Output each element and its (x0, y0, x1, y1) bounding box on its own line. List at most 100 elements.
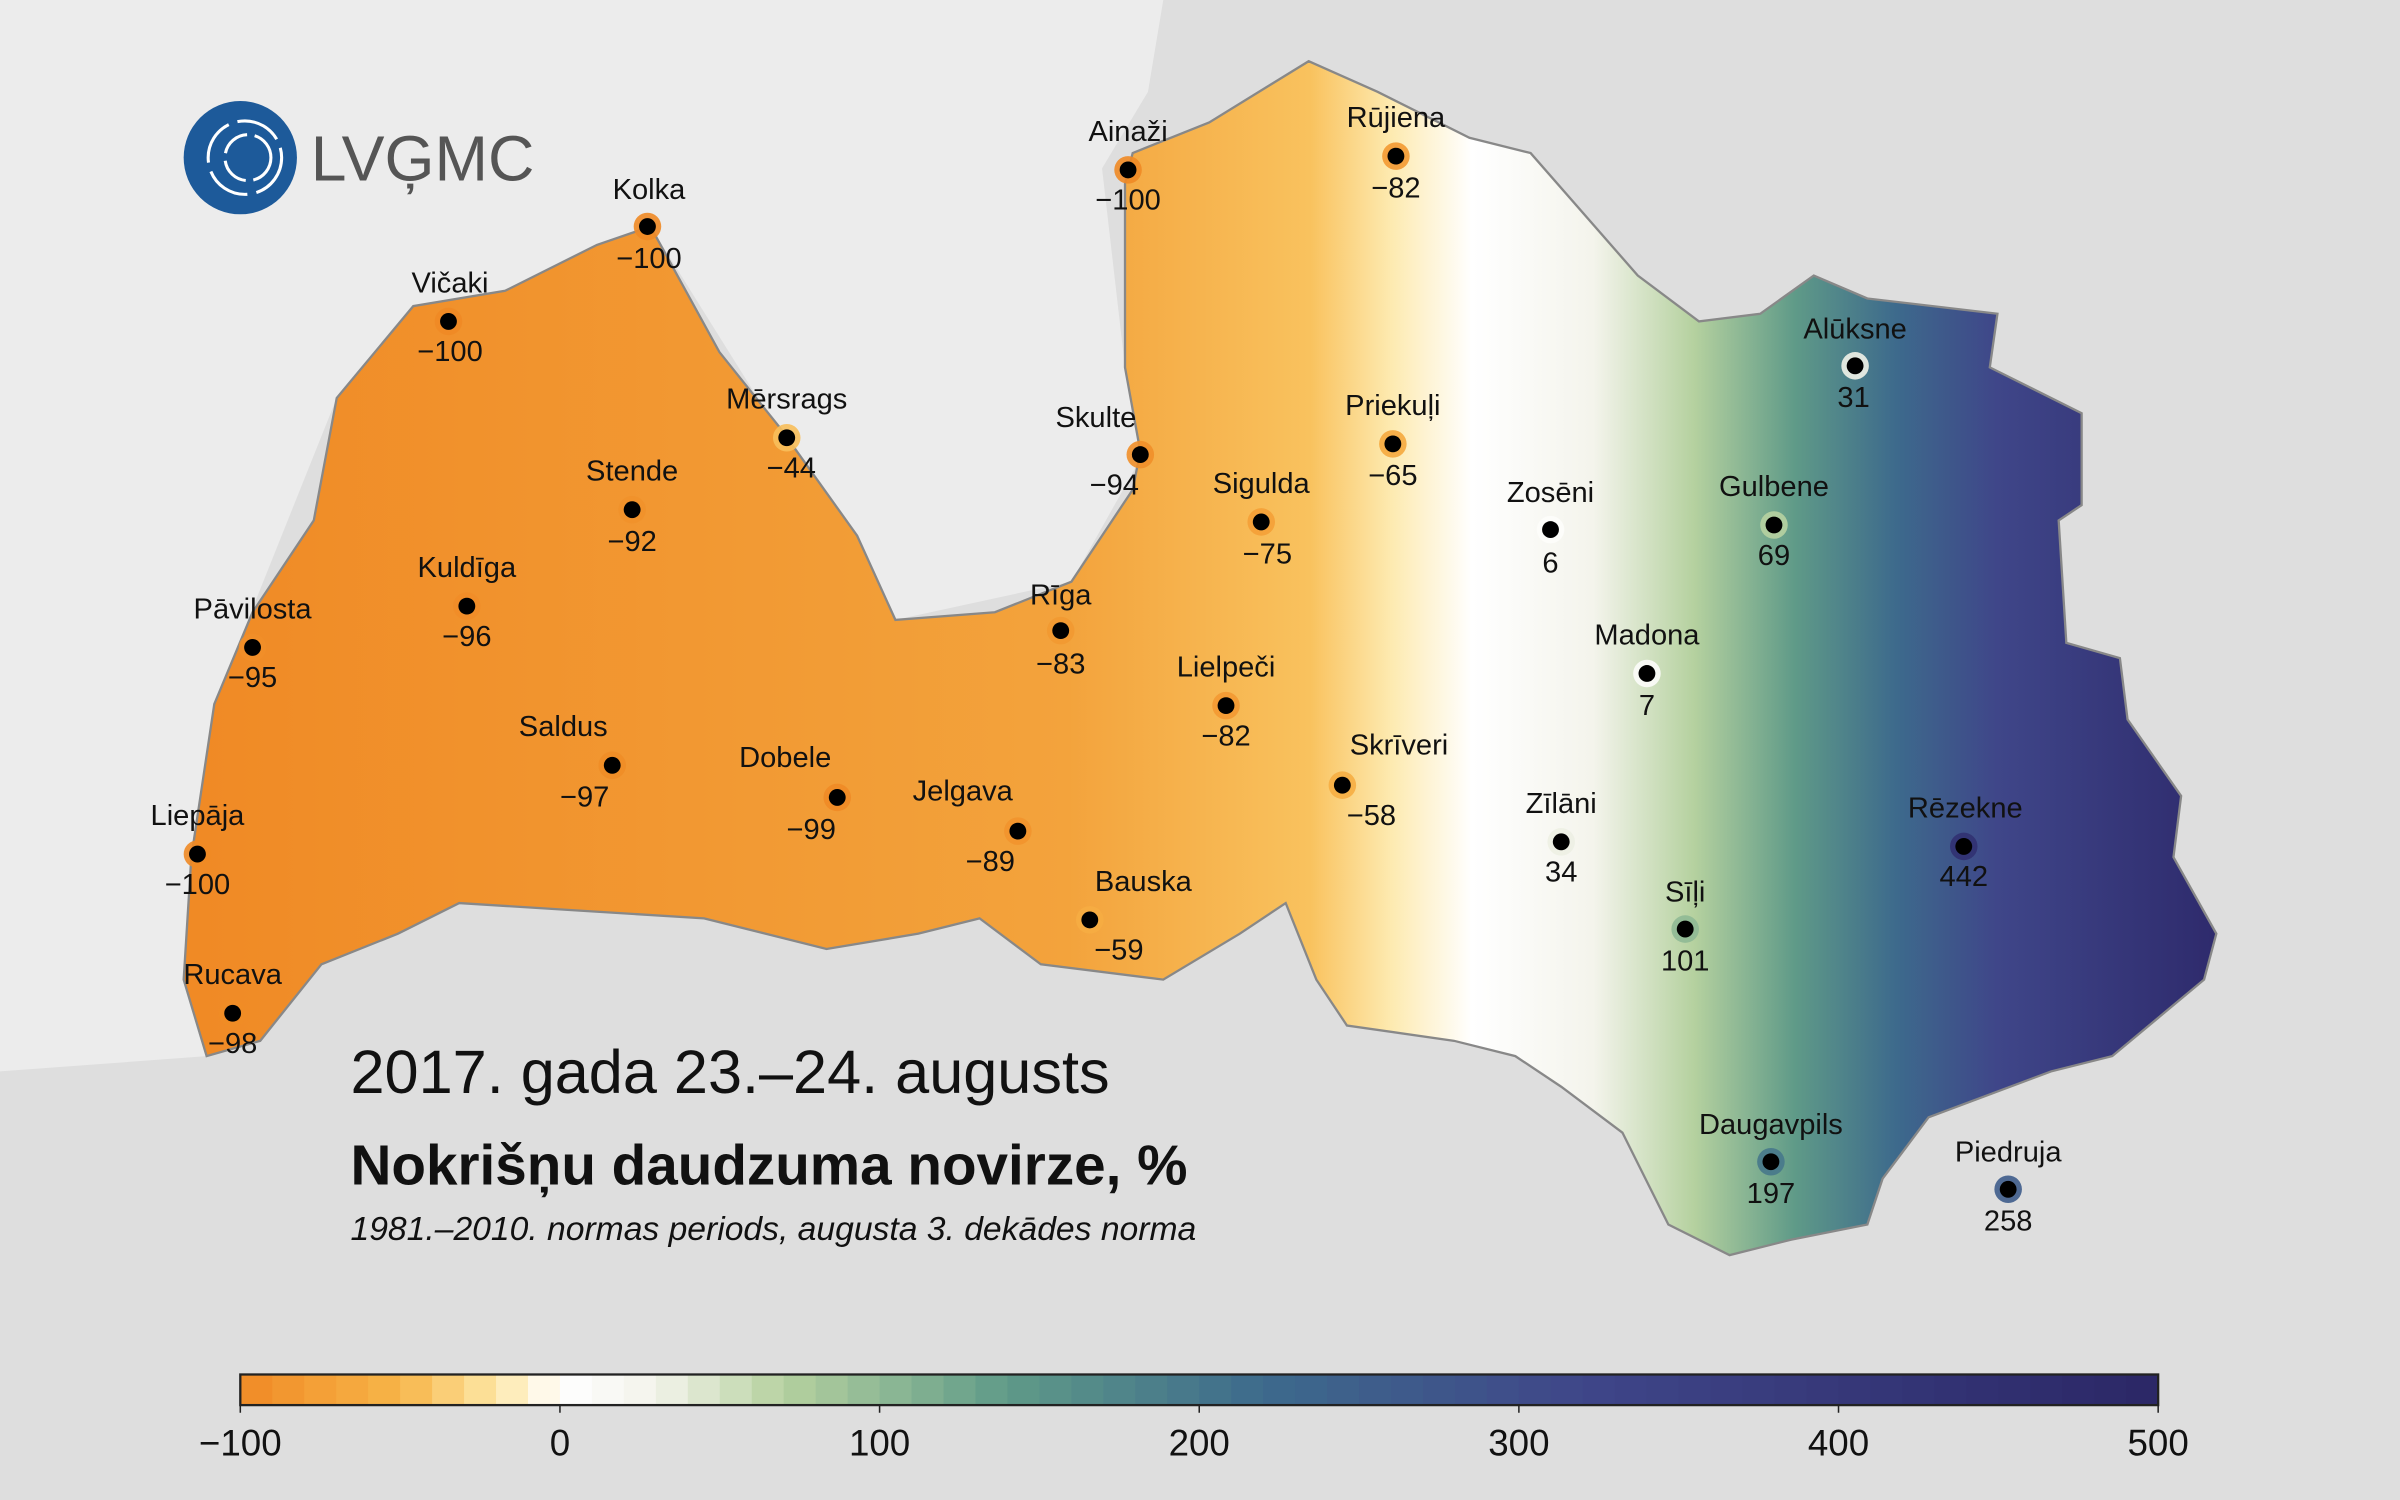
station-dot (1052, 622, 1070, 640)
colorbar-step (336, 1374, 369, 1406)
colorbar-step (1838, 1374, 1872, 1406)
station-name: Zīlāni (1526, 788, 1597, 820)
colorbar-step (1934, 1374, 1968, 1406)
station-value: −95 (228, 662, 277, 694)
station-dot (458, 597, 476, 615)
colorbar-step (272, 1374, 305, 1406)
colorbar-step (1454, 1374, 1488, 1406)
station-value: 31 (1837, 382, 1869, 414)
station-name: Skrīveri (1350, 730, 1449, 762)
colorbar-step (1870, 1374, 1904, 1406)
station-dot (1762, 1153, 1780, 1171)
colorbar-step (1039, 1374, 1073, 1406)
colorbar-step (496, 1374, 529, 1406)
colorbar-step (464, 1374, 497, 1406)
stations: Kolka −100 Ainaži −100 Rūjiena −82 Vičaki −100 M… (151, 102, 2063, 1238)
colorbar-step (2062, 1374, 2095, 1406)
station-name: Piedruja (1955, 1137, 2063, 1169)
colorbar-step (1998, 1374, 2032, 1406)
station-name: Rucava (183, 959, 282, 991)
station-value: −44 (767, 453, 816, 485)
station-value: −100 (165, 869, 231, 901)
logo-ring (223, 133, 273, 183)
station-value: −82 (1201, 720, 1250, 752)
colorbar-step (1007, 1374, 1041, 1406)
colorbar-step (304, 1374, 337, 1406)
colorbar-tick-label: 100 (849, 1423, 910, 1464)
colorbar-step (975, 1374, 1009, 1406)
title: Nokrišņu daudzuma novirze, % (351, 1135, 1188, 1198)
colorbar-step (719, 1374, 753, 1406)
station-dot (224, 1004, 242, 1022)
station-value: 6 (1542, 547, 1558, 579)
logo: LVĢMC (183, 101, 534, 215)
colorbar-step (655, 1374, 689, 1406)
station-value: −92 (607, 526, 656, 558)
station-value: 101 (1661, 945, 1710, 977)
station-value: −98 (208, 1028, 257, 1060)
station-value: −100 (417, 336, 483, 368)
station-name: Pāvilosta (194, 593, 313, 625)
station-dot (1846, 357, 1864, 375)
station-name: Bauska (1095, 866, 1193, 898)
colorbar-step (815, 1374, 849, 1406)
colorbar-step (623, 1374, 657, 1406)
station-name: Dobele (739, 742, 831, 774)
station-dot (1119, 161, 1137, 179)
station-dot (778, 429, 796, 447)
station-dot (1638, 665, 1656, 682)
colorbar-step (1678, 1374, 1712, 1406)
colorbar-step (1550, 1374, 1584, 1406)
colorbar-step (847, 1374, 881, 1406)
colorbar-step (1710, 1374, 1744, 1406)
station-name: Alūksne (1803, 313, 1906, 345)
colorbar-step (1135, 1374, 1169, 1406)
station-value: −82 (1371, 172, 1420, 204)
colorbar-step (1422, 1374, 1456, 1406)
colorbar-step (432, 1374, 465, 1406)
colorbar-step (2030, 1374, 2064, 1406)
station-dot (1542, 521, 1559, 539)
colorbar-step (1295, 1374, 1328, 1406)
station-dot (1131, 446, 1149, 464)
station-dot (244, 639, 261, 656)
colorbar-tick-label: 200 (1169, 1423, 1230, 1464)
station-dot (1217, 697, 1235, 715)
station-dot (1676, 920, 1694, 938)
date: 2017. gada 23.–24. augusts (351, 1038, 1110, 1106)
station-name: Gulbene (1719, 471, 1829, 503)
colorbar-step (1359, 1374, 1392, 1406)
station-dot (1955, 838, 1973, 855)
station-dot (1765, 516, 1783, 534)
colorbar-step (751, 1374, 785, 1406)
station-name: Ainaži (1088, 116, 1167, 148)
station-value: −96 (442, 621, 491, 653)
station-value: −83 (1036, 648, 1085, 680)
colorbar-step (368, 1374, 401, 1406)
colorbar-step (1742, 1374, 1776, 1406)
colorbar-step (527, 1374, 561, 1406)
colorbar-step (591, 1374, 625, 1406)
station-dot (1384, 435, 1402, 453)
colorbar-step (1327, 1374, 1360, 1406)
colorbar-step (687, 1374, 721, 1406)
colorbar-step (1806, 1374, 1840, 1406)
station-value: −99 (787, 814, 836, 846)
colorbar-tick-label: 0 (550, 1423, 570, 1464)
colorbar-step (1103, 1374, 1137, 1406)
colorbar-step (1167, 1374, 1200, 1406)
colorbar-step (1966, 1374, 2000, 1406)
station-name: Mērsrags (726, 384, 847, 416)
colorbar-step (879, 1374, 913, 1406)
station-value: 258 (1984, 1206, 2033, 1238)
station-name: Stende (586, 456, 678, 488)
station-value: 197 (1747, 1178, 1796, 1210)
station-dot (1081, 911, 1099, 929)
station-dot (1552, 833, 1570, 851)
station-name: Madona (1594, 619, 1700, 651)
colorbar-step (1774, 1374, 1808, 1406)
colorbar-step (911, 1374, 945, 1406)
station-name: Kolka (613, 174, 687, 206)
latvia (182, 59, 2218, 1257)
station-name: Lielpeči (1177, 652, 1276, 684)
